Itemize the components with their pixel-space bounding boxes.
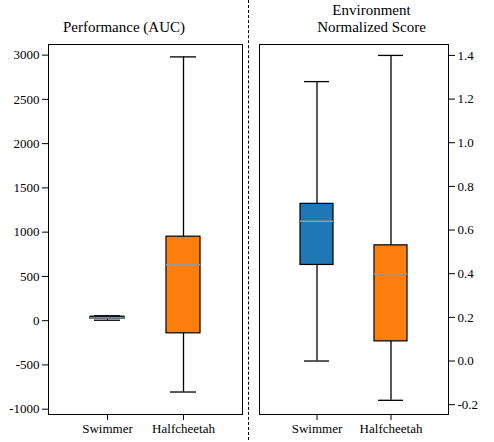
svg-text:Swimmer: Swimmer bbox=[292, 421, 343, 436]
svg-text:1500: 1500 bbox=[14, 180, 40, 195]
svg-text:0.2: 0.2 bbox=[458, 310, 474, 325]
svg-text:1.0: 1.0 bbox=[458, 135, 474, 150]
svg-text:500: 500 bbox=[20, 269, 40, 284]
svg-text:Halfcheetah: Halfcheetah bbox=[360, 421, 423, 436]
svg-text:1.2: 1.2 bbox=[458, 91, 474, 106]
svg-text:Swimmer: Swimmer bbox=[82, 421, 133, 436]
svg-text:2500: 2500 bbox=[14, 92, 40, 107]
svg-text:3000: 3000 bbox=[14, 47, 40, 62]
svg-text:0.0: 0.0 bbox=[458, 353, 474, 368]
html-text:Environment Normalized Score: Environment Normalized Score bbox=[317, 2, 426, 35]
svg-text:-0.2: -0.2 bbox=[458, 397, 479, 412]
svg-text:Halfcheetah: Halfcheetah bbox=[152, 421, 215, 436]
svg-text:1000: 1000 bbox=[14, 224, 40, 239]
svg-text:-1000: -1000 bbox=[9, 401, 39, 416]
html-text:Performance (AUC): Performance (AUC) bbox=[63, 19, 185, 35]
svg-text:0.6: 0.6 bbox=[458, 222, 475, 237]
svg-text:1.4: 1.4 bbox=[458, 48, 475, 63]
svg-text:0.4: 0.4 bbox=[458, 266, 475, 281]
svg-text:0: 0 bbox=[33, 313, 40, 328]
svg-text:0.8: 0.8 bbox=[458, 179, 474, 194]
svg-text:2000: 2000 bbox=[14, 136, 40, 151]
svg-text:-500: -500 bbox=[16, 357, 40, 372]
